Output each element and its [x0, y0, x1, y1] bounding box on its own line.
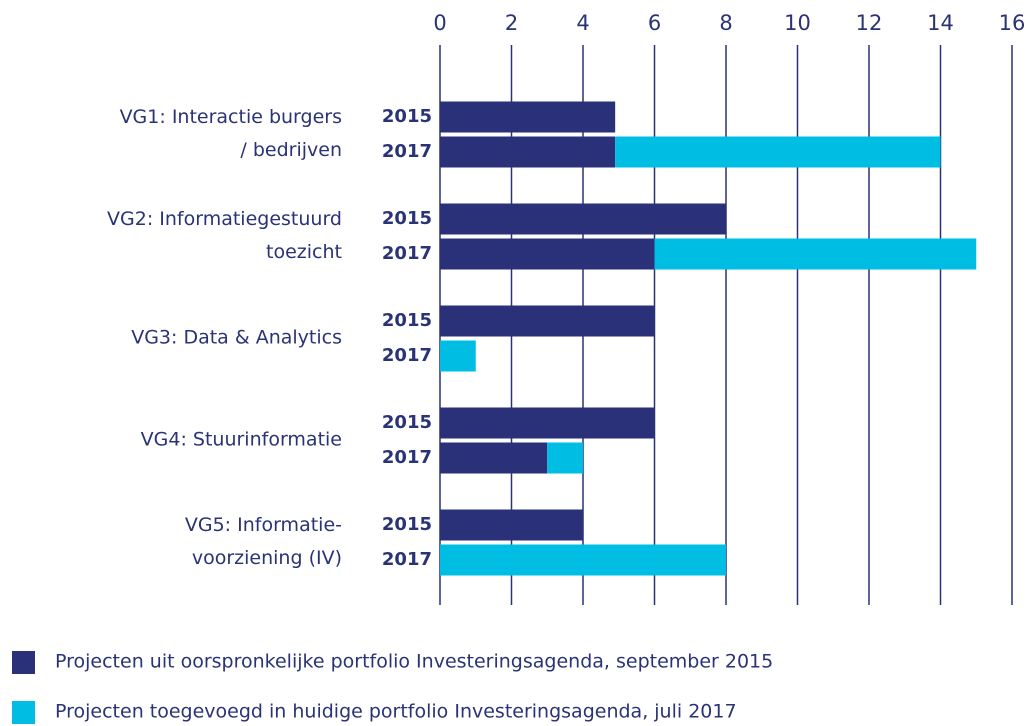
legend-label: Projecten uit oorspronkelijke portfolio … [55, 651, 773, 673]
x-tick-label: 8 [719, 11, 732, 35]
x-tick-label: 14 [927, 11, 954, 35]
row-label: 2015 [382, 310, 432, 331]
group-label: voorziening (IV) [192, 547, 342, 569]
bar [440, 340, 476, 372]
group-label: VG3: Data & Analytics [131, 327, 342, 349]
group-label: VG5: Informatie- [185, 514, 342, 536]
x-tick-label: 6 [648, 11, 661, 35]
bar [440, 238, 655, 270]
bar [440, 509, 583, 541]
row-label: 2017 [382, 447, 432, 468]
bar [440, 407, 655, 439]
row-label: 2015 [382, 106, 432, 127]
bar [440, 305, 655, 337]
group-label: VG4: Stuurinformatie [141, 429, 342, 451]
row-label: 2017 [382, 243, 432, 264]
bar [615, 136, 941, 168]
group-label: / bedrijven [240, 139, 342, 161]
x-tick-label: 2 [505, 11, 518, 35]
bar [547, 442, 583, 474]
legend-swatch [12, 701, 35, 724]
row-label: 2017 [382, 549, 432, 570]
x-tick-label: 10 [784, 11, 811, 35]
legend-label: Projecten toegevoegd in huidige portfoli… [55, 701, 737, 723]
x-tick-label: 16 [999, 11, 1026, 35]
group-label: VG2: Informatiegestuurd [107, 208, 342, 230]
row-label: 2017 [382, 345, 432, 366]
legend-swatch [12, 651, 35, 674]
row-label: 2015 [382, 208, 432, 229]
x-tick-label: 4 [576, 11, 589, 35]
bar [440, 203, 726, 235]
group-label: VG1: Interactie burgers [120, 106, 342, 128]
bar [440, 136, 616, 168]
x-tick-label: 0 [433, 11, 446, 35]
x-tick-label: 12 [856, 11, 883, 35]
group-label: toezicht [266, 241, 342, 263]
row-label: 2015 [382, 412, 432, 433]
bar [654, 238, 977, 270]
bar [440, 442, 548, 474]
row-label: 2015 [382, 514, 432, 535]
bar [440, 101, 616, 133]
bar [440, 544, 726, 576]
row-label: 2017 [382, 141, 432, 162]
